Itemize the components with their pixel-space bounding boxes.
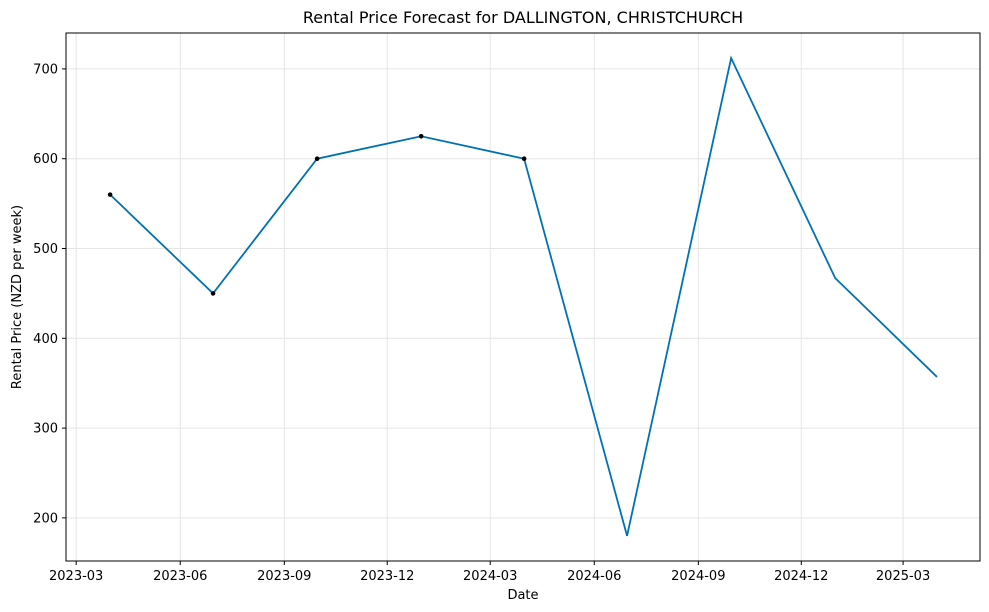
x-tick-label: 2025-03 — [876, 569, 930, 584]
y-tick-label: 200 — [33, 511, 58, 526]
observed-data-point — [418, 133, 424, 139]
plot-frame — [65, 32, 981, 562]
plot-area — [66, 33, 980, 561]
observed-data-point — [314, 156, 320, 162]
y-axis: 200 300 400 500 600 700 — [33, 62, 66, 526]
x-tick-label: 2024-03 — [463, 569, 517, 584]
series-layer — [107, 55, 938, 537]
x-tick-label: 2024-09 — [671, 569, 725, 584]
x-axis-title: Date — [507, 588, 538, 603]
x-tick-label: 2023-12 — [360, 569, 414, 584]
x-tick-label: 2024-06 — [567, 569, 621, 584]
y-tick-label: 500 — [33, 242, 58, 257]
x-tick-label: 2023-09 — [257, 569, 311, 584]
x-tick-label: 2024-12 — [774, 569, 828, 584]
x-axis: 2023-03 2023-06 2023-09 2023-12 2024-03 2024-… — [49, 561, 930, 584]
y-axis-title: Rental Price (NZD per week) — [10, 205, 25, 389]
y-tick-label: 300 — [33, 422, 58, 437]
y-tick-label: 400 — [33, 332, 58, 347]
observed-data-point — [210, 291, 216, 296]
y-tick-label: 700 — [33, 62, 58, 77]
observed-data-point — [107, 192, 113, 197]
y-tick-label: 600 — [33, 152, 58, 167]
x-tick-label: 2023-06 — [153, 569, 207, 584]
observed-data-point — [521, 156, 527, 162]
x-tick-label: 2023-03 — [49, 569, 103, 584]
chart-title: Rental Price Forecast for DALLINGTON, CH… — [303, 8, 743, 27]
